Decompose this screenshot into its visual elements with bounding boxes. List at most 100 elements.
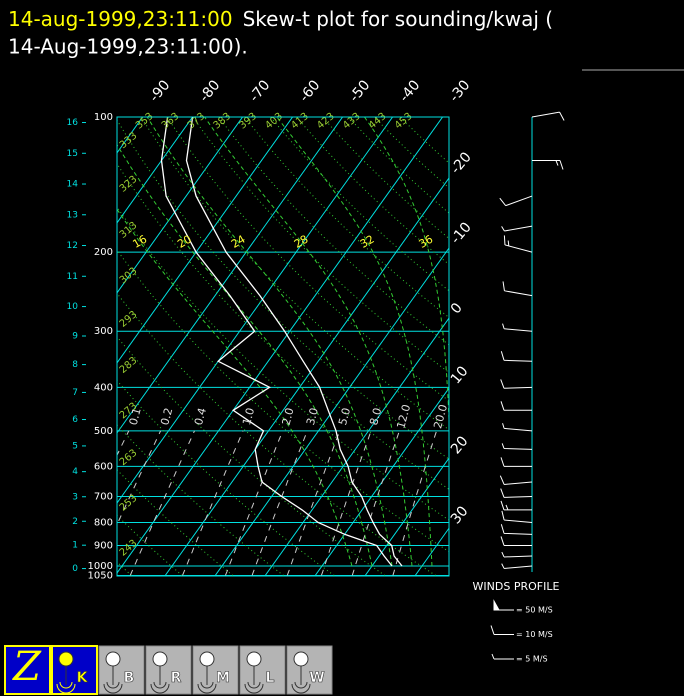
- wind-barb: [502, 423, 533, 432]
- tool-button[interactable]: M: [192, 645, 239, 695]
- mixing-ratio-label: 0.4: [192, 406, 209, 426]
- height-label: 11: [67, 272, 78, 282]
- height-label: 2: [72, 517, 78, 527]
- mixing-ratio-label: 3.0: [304, 406, 321, 426]
- wind-barb: [500, 351, 533, 362]
- dry-adiabat-label: 263: [118, 448, 140, 469]
- wind-legend-label: = 10 M/S: [516, 630, 553, 639]
- tool-button[interactable]: L: [239, 645, 286, 695]
- mixing-ratio-label: 20.0: [431, 403, 450, 430]
- isotherm: [264, 317, 449, 576]
- wind-barb: [501, 510, 533, 523]
- dry-adiabat-label: 393: [237, 111, 259, 132]
- isotherm: [364, 457, 449, 576]
- dry-adiabat: [296, 117, 449, 265]
- balloon-icon: [58, 651, 74, 667]
- wind-barb: [502, 323, 533, 332]
- mixing-ratio-line: [224, 430, 284, 576]
- isotherm-label: -20: [448, 149, 475, 177]
- mixing-ratio-label: 1.0: [240, 406, 257, 426]
- dry-adiabat: [347, 117, 449, 214]
- wind-barb: [500, 488, 533, 498]
- button-face: [4, 645, 51, 695]
- dry-adiabat: [117, 335, 386, 576]
- tool-button[interactable]: Z: [4, 644, 51, 695]
- wind-barb: [493, 599, 514, 611]
- mixing-ratio-line: [286, 430, 341, 576]
- wind-title: WINDS PROFILE: [473, 580, 560, 593]
- height-label: 7: [72, 388, 78, 398]
- button-label: M: [216, 670, 230, 686]
- dry-adiabat-label: 423: [315, 111, 337, 132]
- dry-adiabat: [373, 117, 449, 189]
- mixing-ratio-line: [182, 430, 244, 576]
- moist-adiabat-label: 16: [131, 233, 150, 251]
- pressure-label: 300: [94, 326, 113, 337]
- signal-icon: [291, 681, 311, 694]
- balloon-icon: [246, 651, 262, 667]
- mixing-ratio-label: 12.0: [394, 403, 413, 430]
- isotherm-label: 20: [448, 433, 472, 457]
- pressure-label: 100: [94, 112, 113, 123]
- dry-adiabat-label: 323: [118, 174, 140, 195]
- pressure-label: 700: [94, 491, 113, 502]
- temperature-profile: [185, 117, 403, 567]
- button-label: Z: [11, 644, 42, 690]
- wind-barb: [500, 379, 533, 389]
- dry-adiabat-label: 413: [289, 111, 311, 132]
- wind-barb: [503, 235, 533, 253]
- isotherm: [164, 177, 449, 576]
- isotherm: [117, 117, 293, 364]
- wind-barb: [490, 625, 514, 635]
- isotherm-label: -80: [196, 77, 223, 105]
- tool-button[interactable]: W: [286, 645, 333, 695]
- wind-barb: [501, 443, 533, 450]
- dry-adiabat-label: 243: [118, 538, 140, 559]
- pressure-label: 1000: [88, 561, 113, 572]
- height-label: 15: [67, 149, 78, 159]
- dry-adiabat-label: 303: [118, 266, 140, 287]
- dry-adiabat: [117, 119, 449, 460]
- plot-overlay: 1002003004005006007008009001000105001234…: [67, 77, 475, 581]
- mixing-ratio-line: [392, 430, 438, 576]
- wind-barb: [500, 401, 532, 411]
- mixing-ratio-label: 5.0: [336, 406, 353, 426]
- wind-barb: [499, 475, 533, 485]
- isotherm: [117, 117, 443, 574]
- button-label: B: [124, 670, 135, 686]
- mixing-ratio-label: 8.0: [367, 406, 384, 426]
- tool-button[interactable]: K: [51, 645, 98, 695]
- isotherm-label: -50: [346, 77, 373, 105]
- dry-adiabat: [166, 117, 449, 402]
- isotherm-label: -70: [246, 77, 273, 105]
- mixing-ratio-label: 2.0: [280, 406, 297, 426]
- tool-button[interactable]: R: [145, 645, 192, 695]
- dry-adiabat-label: 453: [393, 111, 415, 132]
- pressure-label: 1050: [88, 571, 113, 582]
- dry-adiabat-label: 293: [118, 309, 140, 330]
- signal-icon: [103, 681, 123, 694]
- height-label: 16: [67, 118, 79, 128]
- wind-legend-label: = 5 M/S: [516, 655, 548, 664]
- signal-icon: [244, 681, 264, 694]
- height-label: 12: [67, 241, 78, 251]
- wind-legend-label: = 50 M/S: [516, 606, 553, 615]
- wind-barb: [502, 281, 533, 297]
- pressure-label: 200: [94, 247, 113, 258]
- height-label: 5: [72, 441, 78, 451]
- button-face: [286, 645, 333, 695]
- wind-barb: [500, 457, 532, 467]
- moist-adiabat: [146, 117, 393, 567]
- wind-barb: [499, 195, 533, 207]
- isotherm: [117, 117, 243, 294]
- isotherm-label: -90: [146, 77, 173, 105]
- balloon-icon: [293, 651, 309, 667]
- isotherm: [117, 117, 343, 434]
- moist-adiabat: [117, 208, 353, 567]
- button-label: K: [77, 670, 89, 686]
- tool-button[interactable]: B: [98, 645, 145, 695]
- wind-barb: [531, 111, 565, 121]
- wind-barb: [501, 551, 533, 558]
- dry-adiabat: [244, 117, 449, 319]
